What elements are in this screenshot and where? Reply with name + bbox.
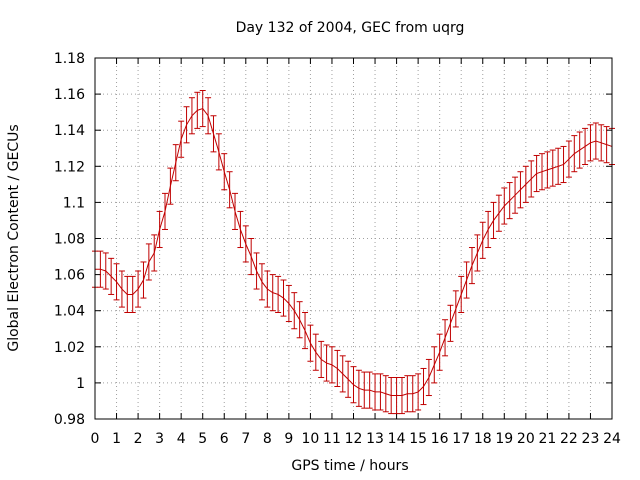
y-tick-label: 1.02 xyxy=(54,340,85,356)
y-tick-label: 1.14 xyxy=(54,123,85,139)
y-tick-label: 1.06 xyxy=(54,268,85,284)
y-tick-label: 1.16 xyxy=(54,87,85,103)
x-tick-label: 15 xyxy=(409,431,427,447)
x-tick-label: 6 xyxy=(220,431,229,447)
x-tick-label: 4 xyxy=(177,431,186,447)
x-tick-label: 22 xyxy=(560,431,578,447)
y-tick-label: 1.12 xyxy=(54,159,85,175)
x-tick-label: 5 xyxy=(198,431,207,447)
x-tick-label: 10 xyxy=(302,431,320,447)
x-tick-label: 19 xyxy=(495,431,513,447)
x-tick-label: 18 xyxy=(474,431,492,447)
x-axis-label: GPS time / hours xyxy=(291,458,408,474)
y-tick-label: 1.1 xyxy=(63,195,85,211)
y-tick-label: 1.08 xyxy=(54,232,85,248)
grid-layer xyxy=(95,58,612,419)
x-tick-label: 24 xyxy=(603,431,621,447)
x-tick-label: 23 xyxy=(582,431,600,447)
x-tick-label: 7 xyxy=(241,431,250,447)
x-tick-label: 9 xyxy=(284,431,293,447)
x-tick-label: 2 xyxy=(134,431,143,447)
x-tick-label: 11 xyxy=(323,431,341,447)
tick-label-layer: 0 1 2 3 4 5 6 7 8 9 10 11 12 13 14 15 16 17 18 19 20 21 22 23 24… xyxy=(54,51,621,447)
y-axis-label: Global Electron Content / GECUs xyxy=(6,124,22,351)
y-tick-label: 0.98 xyxy=(54,412,85,428)
x-tick-label: 21 xyxy=(538,431,556,447)
x-tick-label: 13 xyxy=(366,431,384,447)
gec-series-line xyxy=(95,107,613,397)
y-tick-label: 1 xyxy=(76,376,85,392)
x-tick-label: 20 xyxy=(517,431,535,447)
plot-frame xyxy=(94,57,613,420)
x-tick-label: 17 xyxy=(452,431,470,447)
x-tick-label: 16 xyxy=(431,431,449,447)
x-tick-label: 3 xyxy=(155,431,164,447)
x-tick-label: 12 xyxy=(345,431,363,447)
x-tick-label: 0 xyxy=(91,431,100,447)
x-tick-label: 14 xyxy=(388,431,406,447)
y-tick-label: 1.18 xyxy=(54,51,85,67)
data-layer xyxy=(92,89,615,415)
y-tick-label: 1.04 xyxy=(54,304,85,320)
chart-title: Day 132 of 2004, GEC from uqrg xyxy=(236,20,465,36)
x-tick-label: 8 xyxy=(263,431,272,447)
x-tick-label: 1 xyxy=(112,431,121,447)
